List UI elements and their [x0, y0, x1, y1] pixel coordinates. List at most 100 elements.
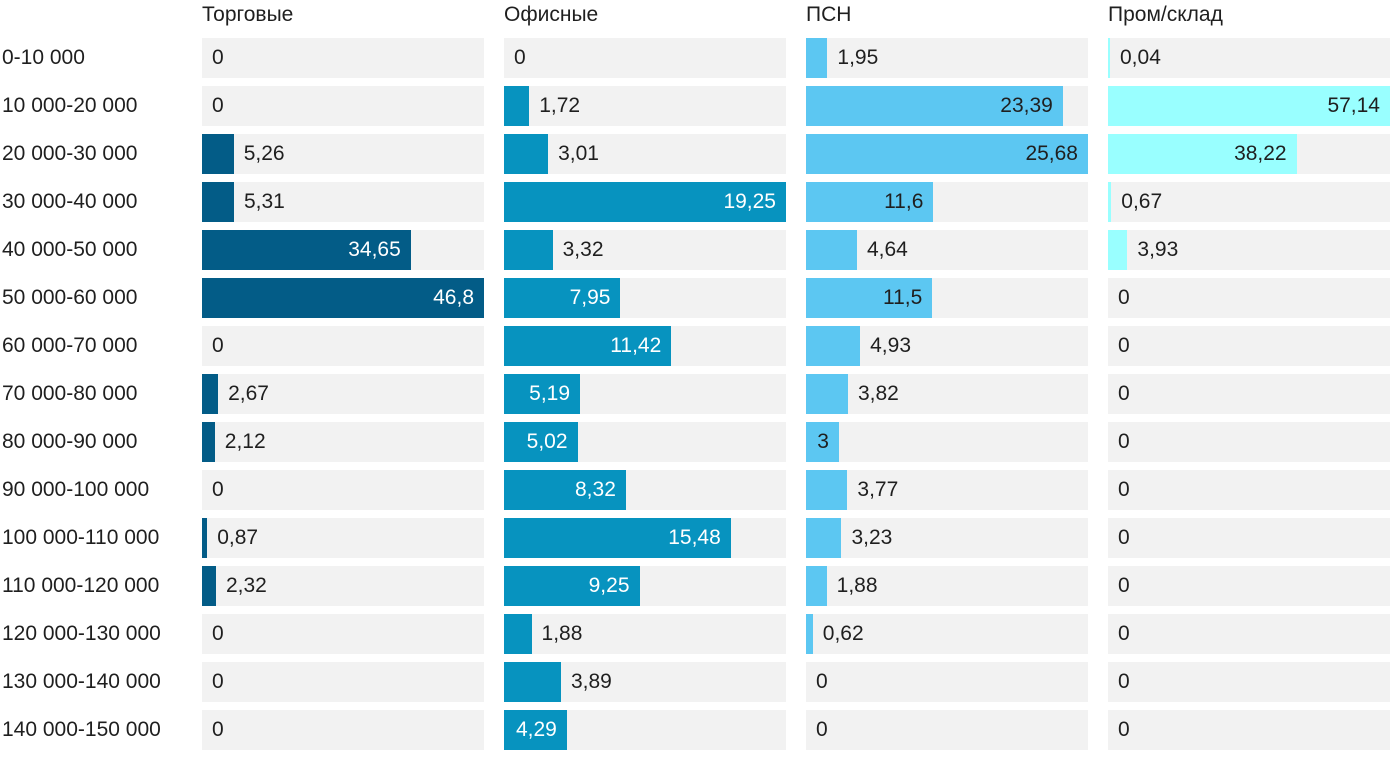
value-label: 0 — [1118, 574, 1130, 597]
row-label: 140 000-150 000 — [2, 718, 161, 741]
bar-prom-sklad — [1108, 86, 1390, 126]
bar-prom-sklad — [1108, 230, 1128, 270]
cell-background — [504, 38, 786, 78]
bar-ofisnye — [504, 470, 626, 510]
value-label: 23,39 — [1000, 94, 1053, 117]
cell-background — [806, 710, 1088, 750]
value-label: 0 — [212, 46, 224, 69]
cell-background — [806, 518, 1088, 558]
value-label: 11,6 — [884, 190, 924, 213]
bar-prom-sklad — [1108, 38, 1110, 78]
cell-background — [806, 38, 1088, 78]
value-label: 0 — [1118, 670, 1130, 693]
bar-torgovye — [202, 230, 411, 270]
cell-background — [504, 86, 786, 126]
value-label: 9,25 — [588, 574, 630, 597]
cell-background — [1108, 374, 1390, 414]
value-label: 3,93 — [1137, 238, 1179, 261]
cell-background — [806, 422, 1088, 462]
value-label: 3,82 — [857, 382, 899, 405]
cell-background — [1108, 38, 1390, 78]
value-label: 34,65 — [348, 238, 401, 261]
cell-background — [806, 374, 1088, 414]
cell-background — [806, 566, 1088, 606]
value-label: 2,12 — [224, 430, 266, 453]
row-label: 40 000-50 000 — [2, 238, 138, 261]
value-label: 57,14 — [1327, 94, 1380, 117]
value-label: 0 — [1118, 430, 1130, 453]
bar-ofisnye — [504, 614, 532, 654]
value-label: 0 — [514, 46, 526, 69]
value-label: 0,04 — [1120, 46, 1161, 69]
value-label: 4,93 — [870, 334, 911, 357]
bar-torgovye — [202, 422, 215, 462]
cell-background — [202, 86, 484, 126]
value-label: 0 — [1118, 478, 1130, 501]
value-label: 7,95 — [569, 286, 611, 309]
row-label: 20 000-30 000 — [2, 142, 138, 165]
value-label: 0 — [816, 718, 828, 741]
row-label: 50 000-60 000 — [2, 286, 138, 309]
bar-psn — [806, 566, 827, 606]
cell-background — [202, 662, 484, 702]
value-label: 0,62 — [822, 622, 864, 645]
value-label: 3,89 — [570, 670, 612, 693]
row-label: 110 000-120 000 — [2, 574, 160, 597]
value-label: 25,68 — [1025, 142, 1078, 165]
bar-ofisnye — [504, 566, 640, 606]
value-label: 2,32 — [225, 574, 267, 597]
value-label: 0 — [816, 670, 828, 693]
value-label: 0 — [212, 718, 224, 741]
bar-psn — [806, 374, 848, 414]
bar-ofisnye — [504, 230, 553, 270]
cell-background — [202, 134, 484, 174]
cell-background — [1108, 518, 1390, 558]
bar-torgovye — [202, 182, 234, 222]
cell-background — [202, 422, 484, 462]
value-label: 5,26 — [243, 142, 285, 165]
bar-psn — [806, 230, 857, 270]
bar-ofisnye — [504, 518, 731, 558]
value-label: 19,25 — [723, 190, 776, 213]
value-label: 4,64 — [866, 238, 908, 261]
bar-psn — [806, 86, 1063, 126]
bar-prom-sklad — [1108, 182, 1112, 222]
value-label: 3,32 — [562, 238, 604, 261]
cell-background — [202, 374, 484, 414]
value-label: 0 — [1118, 286, 1130, 309]
value-label: 1,72 — [539, 94, 581, 117]
value-label: 0 — [212, 622, 224, 645]
value-label: 0,87 — [217, 526, 259, 549]
value-label: 5,19 — [529, 382, 571, 405]
cell-background — [1108, 662, 1390, 702]
bar-ofisnye — [504, 182, 786, 222]
bar-psn — [806, 422, 839, 462]
cell-background — [1108, 470, 1390, 510]
cell-background — [202, 518, 484, 558]
bar-ofisnye — [504, 710, 567, 750]
value-label: 0 — [212, 334, 224, 357]
bar-torgovye — [202, 134, 234, 174]
bar-psn — [806, 38, 828, 78]
cell-background — [202, 38, 484, 78]
bar-ofisnye — [504, 422, 578, 462]
value-label: 0 — [212, 670, 224, 693]
value-label: 11,5 — [882, 286, 923, 309]
value-label: 5,02 — [526, 430, 568, 453]
cell-background — [1108, 182, 1390, 222]
cell-background — [202, 470, 484, 510]
value-label: 1,88 — [836, 574, 878, 597]
cell-background — [1108, 710, 1390, 750]
bar-torgovye — [202, 566, 216, 606]
row-label: 90 000-100 000 — [2, 478, 150, 501]
value-label: 3 — [817, 430, 829, 453]
bar-psn — [806, 614, 813, 654]
bar-torgovye — [202, 278, 484, 318]
row-label: 30 000-40 000 — [2, 190, 138, 213]
bar-ofisnye — [504, 278, 621, 318]
bar-psn — [806, 326, 861, 366]
row-label: 60 000-70 000 — [2, 334, 138, 357]
column-header-ofisnye: Офисные — [504, 3, 599, 26]
value-label: 0 — [1118, 622, 1130, 645]
value-label: 1,88 — [541, 622, 583, 645]
